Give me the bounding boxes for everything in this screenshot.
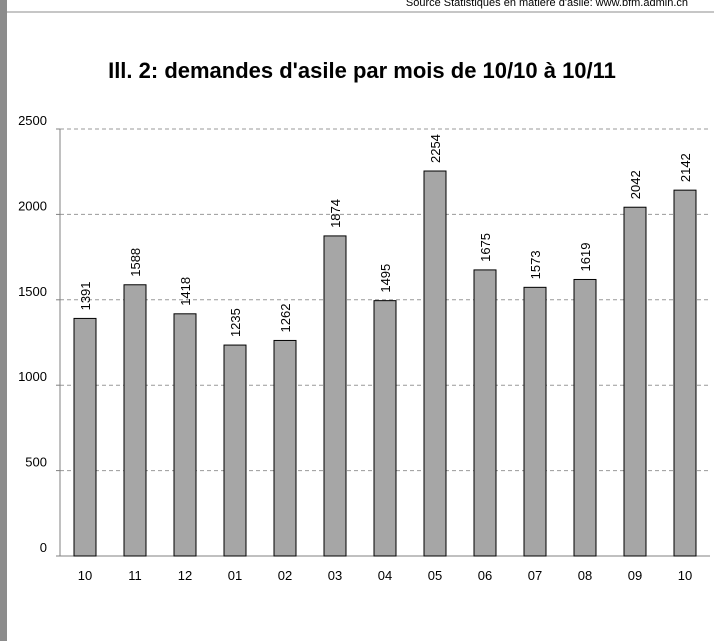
- y-tick-label: 1000: [18, 369, 47, 384]
- value-label: 2142: [678, 153, 693, 182]
- x-tick-label: 06: [478, 568, 492, 583]
- bar: [473, 269, 497, 557]
- value-label: 1262: [278, 304, 293, 333]
- value-label: 2254: [428, 134, 443, 163]
- bar: [273, 339, 297, 557]
- y-tick-label: 2500: [18, 113, 47, 128]
- bar: [673, 189, 697, 557]
- value-label: 1573: [528, 250, 543, 279]
- x-tick-label: 10: [78, 568, 92, 583]
- x-tick-label: 09: [628, 568, 642, 583]
- bar: [73, 317, 97, 557]
- value-label: 1495: [378, 264, 393, 293]
- chart-title: Ill. 2: demandes d'asile par mois de 10/…: [108, 58, 616, 83]
- y-tick-label: 1500: [18, 284, 47, 299]
- value-label: 1675: [478, 233, 493, 262]
- x-tick-label: 03: [328, 568, 342, 583]
- y-tick-label: 0: [40, 540, 47, 555]
- x-tick-label: 10: [678, 568, 692, 583]
- value-label: 1235: [228, 308, 243, 337]
- x-tick-label: 01: [228, 568, 242, 583]
- y-tick-label: 2000: [18, 198, 47, 213]
- value-label: 2042: [628, 170, 643, 199]
- value-label: 1874: [328, 199, 343, 228]
- value-label: 1418: [178, 277, 193, 306]
- x-tick-label: 02: [278, 568, 292, 583]
- bar: [523, 286, 547, 557]
- x-tick-label: 07: [528, 568, 542, 583]
- bar: [173, 313, 197, 557]
- bar: [123, 284, 147, 557]
- x-tick-label: 04: [378, 568, 392, 583]
- bar: [623, 206, 647, 557]
- bar: [423, 170, 447, 557]
- left-border: [0, 0, 7, 641]
- x-tick-label: 08: [578, 568, 592, 583]
- bar: [223, 344, 247, 557]
- x-tick-label: 11: [128, 568, 142, 583]
- bar: [373, 300, 397, 557]
- x-tick-label: 12: [178, 568, 192, 583]
- bar: [323, 235, 347, 557]
- value-label: 1588: [128, 248, 143, 277]
- x-tick-label: 05: [428, 568, 442, 583]
- value-label: 1619: [578, 243, 593, 272]
- value-label: 1391: [78, 281, 93, 310]
- bar: [573, 278, 597, 557]
- y-tick-label: 500: [25, 455, 47, 470]
- source: Source Statistiques en matière d'asile: …: [406, 0, 688, 9]
